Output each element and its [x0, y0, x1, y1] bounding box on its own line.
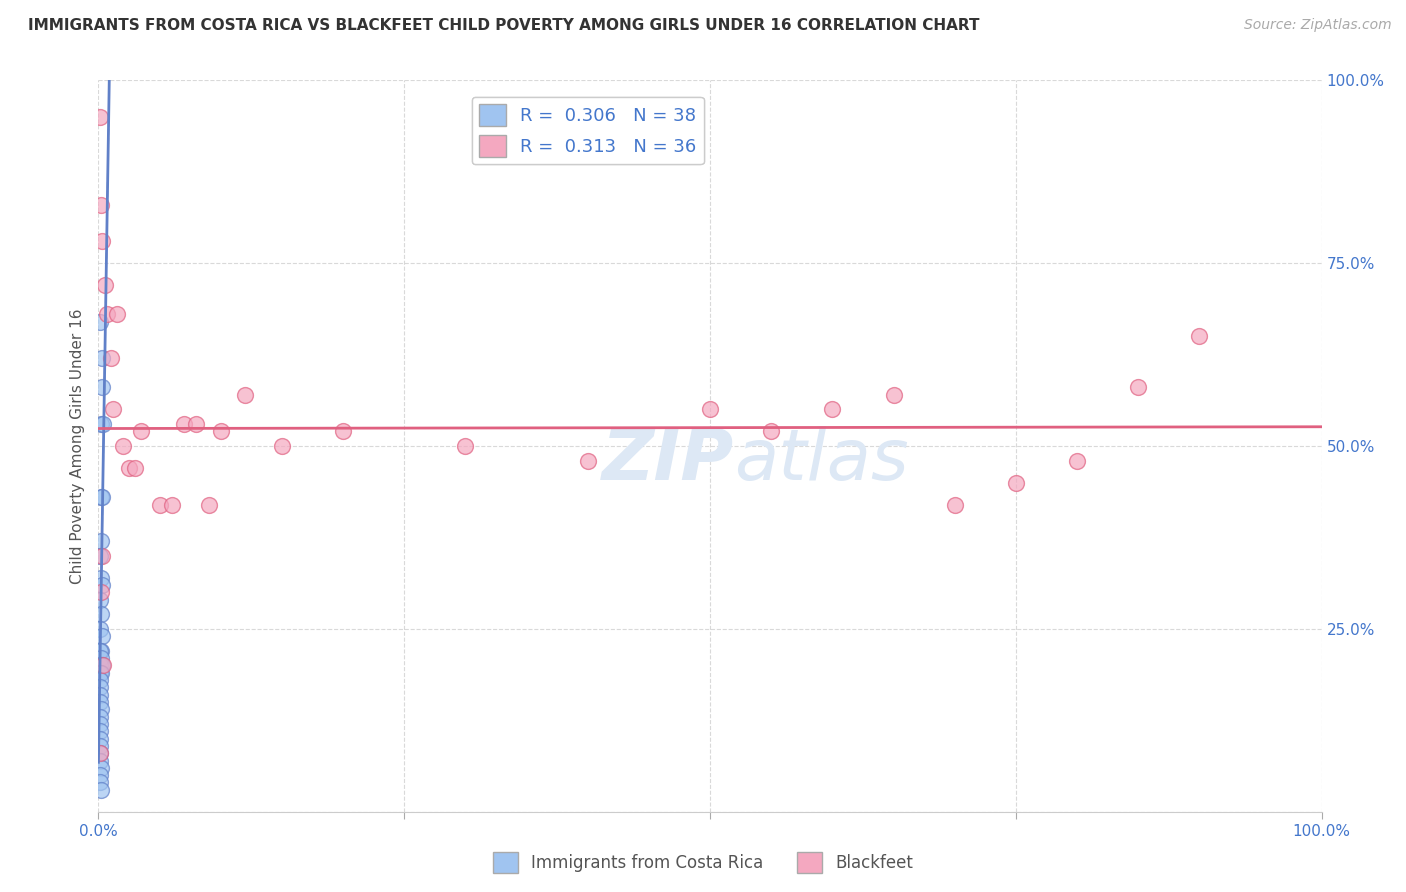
Point — [105, 307, 128, 321]
Point — [89, 754, 111, 768]
Point — [89, 315, 111, 329]
Point — [90, 571, 112, 585]
Point — [91, 490, 114, 504]
Point — [91, 658, 114, 673]
Point — [89, 549, 111, 563]
Point — [89, 665, 111, 680]
Point — [91, 234, 114, 248]
Point — [89, 681, 111, 695]
Point — [173, 417, 195, 431]
Point — [90, 761, 112, 775]
Point — [1066, 453, 1088, 467]
Point — [454, 439, 477, 453]
Point — [91, 549, 114, 563]
Point — [270, 439, 294, 453]
Point — [89, 658, 111, 673]
Point — [943, 498, 966, 512]
Legend: Immigrants from Costa Rica, Blackfeet: Immigrants from Costa Rica, Blackfeet — [486, 846, 920, 880]
Point — [89, 746, 111, 760]
Point — [93, 278, 115, 293]
Point — [91, 417, 114, 431]
Point — [1004, 475, 1026, 490]
Text: IMMIGRANTS FROM COSTA RICA VS BLACKFEET CHILD POVERTY AMONG GIRLS UNDER 16 CORRE: IMMIGRANTS FROM COSTA RICA VS BLACKFEET … — [28, 18, 980, 33]
Point — [111, 439, 134, 453]
Point — [761, 425, 783, 439]
Point — [91, 629, 114, 643]
Point — [89, 709, 111, 723]
Point — [149, 498, 172, 512]
Point — [90, 534, 112, 549]
Point — [89, 110, 111, 124]
Point — [89, 688, 111, 702]
Point — [96, 307, 118, 321]
Point — [101, 402, 124, 417]
Point — [90, 644, 112, 658]
Point — [90, 651, 112, 665]
Point — [91, 380, 114, 394]
Point — [89, 739, 111, 753]
Point — [186, 417, 208, 431]
Text: ZIP: ZIP — [602, 426, 734, 495]
Point — [1188, 329, 1211, 343]
Point — [90, 607, 112, 622]
Point — [89, 775, 111, 789]
Point — [89, 644, 111, 658]
Point — [91, 351, 114, 366]
Point — [91, 658, 114, 673]
Point — [699, 402, 721, 417]
Point — [89, 768, 111, 782]
Point — [129, 425, 152, 439]
Point — [883, 388, 905, 402]
Point — [89, 717, 111, 731]
Text: atlas: atlas — [734, 426, 910, 495]
Point — [90, 417, 112, 431]
Point — [1128, 380, 1150, 394]
Point — [89, 673, 111, 687]
Point — [160, 498, 183, 512]
Text: Source: ZipAtlas.com: Source: ZipAtlas.com — [1244, 18, 1392, 32]
Point — [209, 425, 232, 439]
Point — [90, 702, 112, 716]
Point — [124, 461, 146, 475]
Point — [332, 425, 354, 439]
Point — [90, 197, 112, 211]
Point — [90, 782, 112, 797]
Point — [90, 665, 112, 680]
Point — [118, 461, 141, 475]
Point — [576, 453, 599, 467]
Point — [89, 622, 111, 636]
Point — [197, 498, 219, 512]
Point — [89, 592, 111, 607]
Legend: R =  0.306   N = 38, R =  0.313   N = 36: R = 0.306 N = 38, R = 0.313 N = 36 — [471, 96, 704, 164]
Point — [233, 388, 256, 402]
Point — [100, 351, 122, 366]
Point — [90, 490, 112, 504]
Point — [821, 402, 844, 417]
Y-axis label: Child Poverty Among Girls Under 16: Child Poverty Among Girls Under 16 — [69, 309, 84, 583]
Point — [89, 731, 111, 746]
Point — [89, 746, 111, 760]
Point — [89, 695, 111, 709]
Point — [90, 585, 112, 599]
Point — [91, 578, 114, 592]
Point — [89, 724, 111, 739]
